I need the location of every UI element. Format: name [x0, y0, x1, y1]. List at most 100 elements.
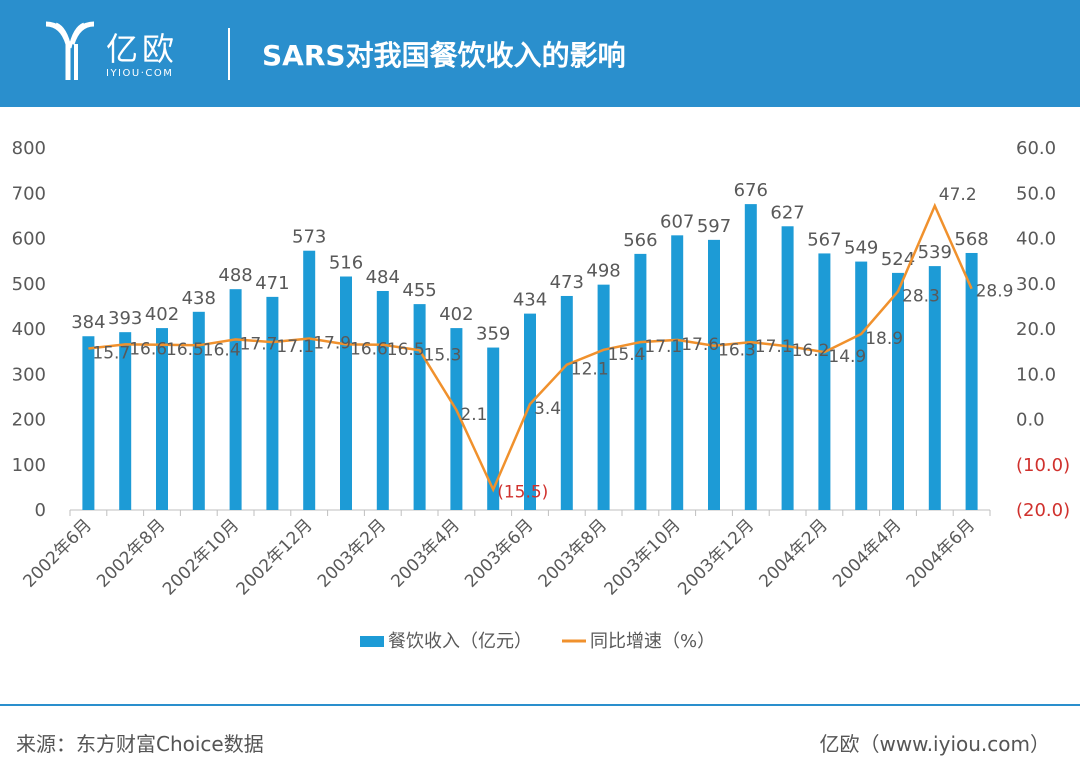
bar-value-label: 573 — [292, 227, 326, 248]
bar-value-label: 567 — [807, 229, 841, 250]
bar-value-label: 566 — [623, 230, 657, 251]
bar-value-label: 484 — [366, 267, 400, 288]
bar — [597, 284, 610, 510]
right-tick-label: 0.0 — [1016, 410, 1045, 431]
header-divider — [228, 28, 230, 80]
bar — [450, 328, 463, 510]
left-tick-label: 100 — [12, 455, 46, 476]
bar — [266, 296, 279, 510]
brand-url: IYIOU·COM — [106, 68, 174, 79]
bar-value-label: 402 — [439, 304, 473, 325]
line-value-label: 17.1 — [276, 337, 314, 357]
bar-value-label: 434 — [513, 290, 547, 311]
bar — [340, 276, 352, 510]
line-value-label: 14.9 — [828, 347, 866, 367]
line-value-label: 16.6 — [350, 339, 388, 359]
line-value-label: 12.1 — [571, 360, 609, 380]
line-value-label: 28.3 — [902, 286, 940, 306]
bar — [524, 313, 536, 510]
x-tick-label: 2004年2月 — [756, 515, 832, 591]
header-banner: 亿欧 IYIOU·COM SARS对我国餐饮收入的影响 — [0, 0, 1080, 107]
line-value-label: 16.5 — [166, 340, 204, 360]
bar — [818, 253, 831, 510]
bar-value-label: 473 — [550, 272, 584, 293]
line-value-label: 28.9 — [976, 282, 1014, 302]
line-value-label: 17.7 — [240, 334, 278, 354]
yiou-logo-icon — [45, 21, 95, 80]
bar-value-label: 438 — [182, 288, 216, 309]
bar-value-label: 384 — [71, 312, 105, 333]
line-value-label: 15.7 — [92, 343, 130, 363]
x-tick-label: 2004年6月 — [903, 515, 979, 591]
left-tick-label: 800 — [12, 138, 46, 159]
line-value-label: 16.6 — [129, 339, 167, 359]
x-tick-label: 2003年10月 — [601, 515, 685, 599]
bar — [965, 252, 978, 511]
x-tick-label: 2002年6月 — [20, 515, 96, 591]
bar — [892, 272, 904, 510]
bar — [744, 204, 757, 511]
left-tick-label: 700 — [12, 183, 46, 204]
bar-value-label: 549 — [844, 238, 878, 259]
bar-value-label: 597 — [697, 216, 731, 237]
bar-value-label: 607 — [660, 211, 694, 232]
credit-note: 亿欧（www.iyiou.com） — [819, 732, 1050, 756]
bar-value-label: 498 — [586, 261, 620, 282]
right-tick-label: 20.0 — [1016, 319, 1056, 340]
line-value-label: (15.5) — [497, 483, 548, 503]
line-value-label: 16.2 — [792, 341, 830, 361]
brand-name: 亿欧 — [106, 30, 179, 68]
right-tick-label: 10.0 — [1016, 364, 1056, 385]
bar — [192, 311, 205, 510]
source-note: 来源：东方财富Choice数据 — [16, 732, 264, 756]
x-tick-label: 2003年2月 — [314, 515, 390, 591]
bar — [82, 336, 95, 510]
chart: 0 100 200 300 400 500 600 700 800 (20.0) (10.0) 0.… — [12, 138, 1070, 652]
line-value-label: 17.1 — [644, 337, 682, 357]
bar-value-label: 455 — [402, 280, 436, 301]
line-value-label: 17.9 — [313, 334, 351, 354]
bar-value-label: 359 — [476, 324, 510, 345]
x-tick-label: 2003年12月 — [674, 515, 758, 599]
bar-value-label: 402 — [145, 304, 179, 325]
x-tick-label: 2002年8月 — [93, 515, 169, 591]
bar-value-label: 516 — [329, 253, 363, 274]
x-tick-label: 2003年6月 — [461, 515, 537, 591]
bar — [928, 266, 941, 510]
line-value-label: 16.3 — [718, 341, 756, 361]
line-labels: 15.716.616.516.417.717.117.916.616.515.3… — [92, 185, 1013, 503]
bar-value-label: 471 — [255, 273, 289, 294]
left-tick-label: 200 — [12, 410, 46, 431]
line-value-label: 17.1 — [755, 337, 793, 357]
bar-value-label: 539 — [918, 242, 952, 263]
line-value-label: 16.4 — [203, 340, 241, 360]
x-tick-label: 2003年8月 — [535, 515, 611, 591]
bar — [634, 253, 647, 510]
bar — [671, 235, 684, 510]
legend: 餐饮收入（亿元） 同比增速（%） — [360, 631, 715, 652]
bar — [487, 347, 500, 510]
bar-series — [82, 204, 978, 511]
right-axis-ticks: (20.0) (10.0) 0.0 10.0 20.0 30.0 40.0 50.0 60.0 — [1016, 138, 1070, 521]
bar-value-label: 627 — [770, 202, 804, 223]
bar-value-label: 393 — [108, 308, 142, 329]
line-value-label: 18.9 — [865, 329, 903, 349]
bar — [560, 295, 573, 510]
bar — [229, 289, 242, 510]
x-tick-label: 2003年4月 — [388, 515, 464, 591]
legend-bar-label: 餐饮收入（亿元） — [388, 631, 532, 652]
line-value-label: 2.1 — [460, 405, 487, 425]
line-value-label: 15.3 — [424, 345, 462, 365]
bar — [156, 328, 168, 510]
line-value-label: 16.5 — [387, 340, 425, 360]
bar — [781, 226, 794, 510]
x-tick-label: 2002年12月 — [233, 515, 317, 599]
page-title: SARS对我国餐饮收入的影响 — [262, 39, 626, 72]
bar — [119, 332, 132, 510]
bar — [303, 250, 316, 510]
right-tick-label: 50.0 — [1016, 183, 1056, 204]
line-value-label: 3.4 — [534, 399, 561, 419]
legend-bar-swatch — [360, 636, 384, 647]
right-tick-label: (20.0) — [1016, 500, 1070, 521]
